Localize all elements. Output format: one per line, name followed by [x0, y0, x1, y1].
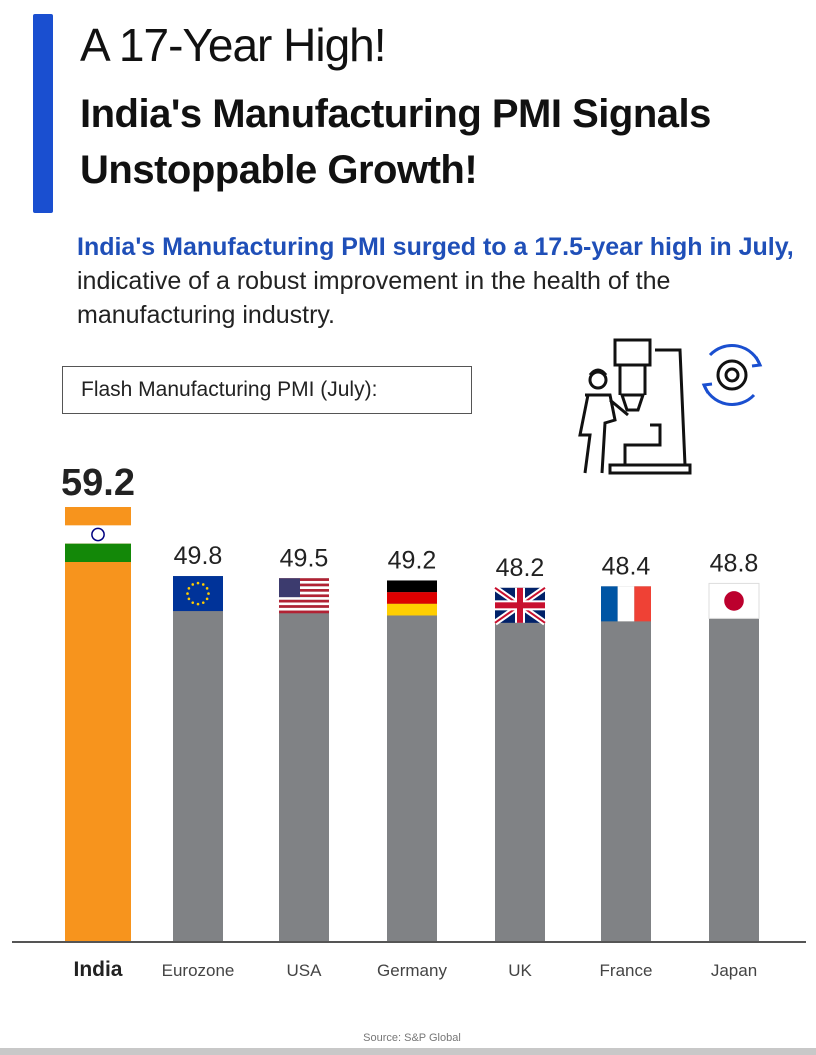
bar-group-japan: 48.8 Japan — [708, 549, 760, 980]
intro-highlight: India's Manufacturing PMI surged to a 17… — [77, 233, 794, 261]
data-label: 49.8 — [174, 542, 223, 570]
usa-flag-icon — [279, 578, 329, 614]
category-label: USA — [287, 961, 323, 980]
category-label: Germany — [377, 961, 447, 980]
chart-title: Flash Manufacturing PMI (July): — [62, 366, 472, 414]
intro-rest: indicative of a robust improvement in th… — [77, 267, 671, 329]
india-flag-icon — [65, 507, 131, 562]
category-label: India — [73, 958, 122, 981]
factory-worker-machine-icon — [578, 338, 763, 475]
bar-group-eurozone: 49.8 Eurozone — [162, 542, 235, 980]
bar — [495, 587, 545, 942]
bar — [279, 578, 329, 942]
germany-flag-icon — [387, 580, 437, 616]
data-label: 48.8 — [710, 549, 759, 577]
data-label: 48.2 — [496, 554, 545, 582]
page-subtitle: India's Manufacturing PMI Signals Unstop… — [80, 92, 711, 192]
bar-group-germany: 49.2 Germany — [377, 546, 447, 980]
gear-refresh-icon — [701, 344, 763, 406]
source-note: Source: S&P Global — [363, 1032, 461, 1044]
data-label: 48.4 — [602, 552, 651, 580]
page-title: A 17-Year High! — [80, 19, 387, 71]
bottom-bar — [0, 1048, 816, 1055]
bar-group-usa: 49.5 USA — [279, 544, 329, 980]
bar-group-india: 59.2 India — [61, 462, 135, 981]
intro-text: India's Manufacturing PMI surged to a 17… — [77, 230, 797, 332]
bar-group-uk: 48.2 UK — [493, 554, 547, 980]
france-flag-icon — [601, 586, 651, 622]
eu-flag-icon — [173, 576, 223, 612]
bar-group-france: 48.4 France — [600, 552, 653, 980]
bar — [709, 583, 759, 942]
uk-flag-icon — [493, 585, 547, 626]
japan-flag-icon — [708, 582, 760, 619]
bar — [601, 586, 651, 942]
data-label: 49.2 — [388, 546, 437, 574]
accent-bar — [33, 14, 53, 213]
category-label: Japan — [711, 961, 757, 980]
data-label: 49.5 — [280, 544, 329, 572]
category-label: Eurozone — [162, 961, 235, 980]
bar — [387, 580, 437, 942]
category-label: France — [600, 961, 653, 980]
data-label: 59.2 — [61, 462, 135, 504]
bar — [65, 507, 131, 942]
category-label: UK — [508, 961, 532, 980]
bar — [173, 576, 223, 942]
